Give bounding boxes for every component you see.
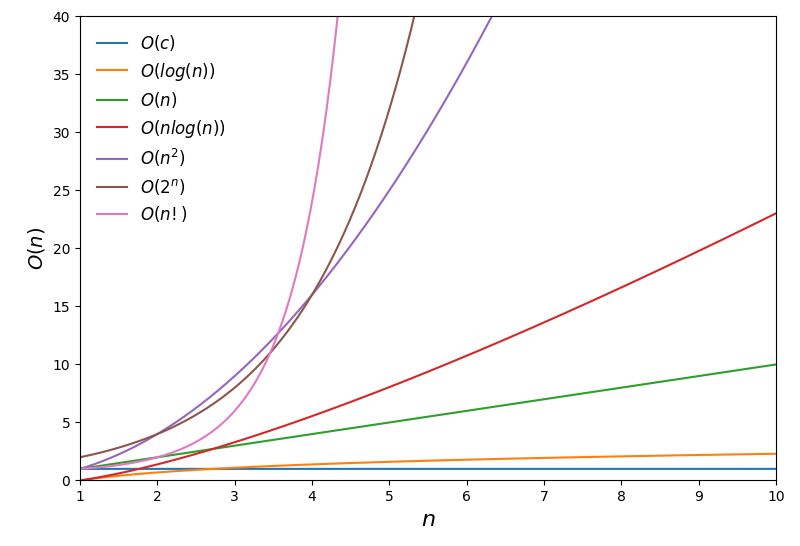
$O(n)$ [623, 383, 633, 390]
$O(2^n)$ [414, 0, 423, 2]
$O(nlog(n))$ [623, 281, 633, 288]
X-axis label: $n$: $n$ [421, 510, 435, 530]
$O(log(n))$ [414, 458, 423, 464]
$O(n)$ [771, 361, 781, 368]
$O(n)$ [395, 418, 405, 424]
Y-axis label: $O(n)$: $O(n)$ [26, 227, 47, 270]
Line: $O(log(n))$: $O(log(n))$ [80, 454, 776, 480]
$O(c)$ [414, 466, 423, 472]
$O(nlog(n))$ [751, 220, 761, 227]
$O(n^2)$ [75, 466, 85, 472]
$O(nlog(n))$ [414, 372, 423, 379]
$O(c)$ [623, 466, 633, 472]
$O(log(n))$ [750, 451, 760, 458]
$O(n)$ [750, 364, 760, 371]
$O(c)$ [771, 466, 781, 472]
$O(n)$ [75, 466, 85, 472]
Line: $O(n!)$: $O(n!)$ [80, 0, 776, 469]
$O(nlog(n))$ [110, 471, 120, 477]
$O(n^2)$ [414, 142, 423, 149]
$O(n)$ [414, 415, 423, 422]
$O(nlog(n))$ [395, 379, 405, 386]
$O(log(n))$ [75, 477, 85, 484]
$O(log(n))$ [623, 453, 633, 460]
Legend: $O(c)$, $O(log(n))$, $O(n)$, $O(nlog(n))$, $O(n^2)$, $O(2^n)$, $O(n!)$: $O(c)$, $O(log(n))$, $O(n)$, $O(nlog(n))… [88, 25, 234, 233]
$O(n)$ [110, 460, 120, 467]
$O(n!)$ [75, 466, 85, 472]
$O(nlog(n))$ [771, 210, 781, 217]
Line: $O(n)$: $O(n)$ [80, 365, 776, 469]
$O(log(n))$ [771, 450, 781, 457]
$O(log(n))$ [751, 451, 761, 458]
$O(log(n))$ [110, 473, 120, 479]
$O(n)$ [751, 364, 761, 371]
$O(nlog(n))$ [750, 220, 760, 227]
$O(2^n)$ [110, 446, 120, 452]
$O(2^n)$ [395, 69, 405, 75]
$O(log(n))$ [395, 458, 405, 465]
Line: $O(n^2)$: $O(n^2)$ [80, 0, 776, 469]
Line: $O(nlog(n))$: $O(nlog(n))$ [80, 213, 776, 480]
$O(nlog(n))$ [75, 477, 85, 484]
$O(2^n)$ [75, 454, 85, 461]
$O(c)$ [395, 466, 405, 472]
$O(n!)$ [110, 462, 120, 469]
$O(c)$ [751, 466, 761, 472]
$O(c)$ [110, 466, 120, 472]
$O(c)$ [75, 466, 85, 472]
$O(n^2)$ [110, 453, 120, 459]
$O(n^2)$ [395, 171, 405, 177]
Line: $O(2^n)$: $O(2^n)$ [80, 0, 776, 458]
$O(c)$ [750, 466, 760, 472]
